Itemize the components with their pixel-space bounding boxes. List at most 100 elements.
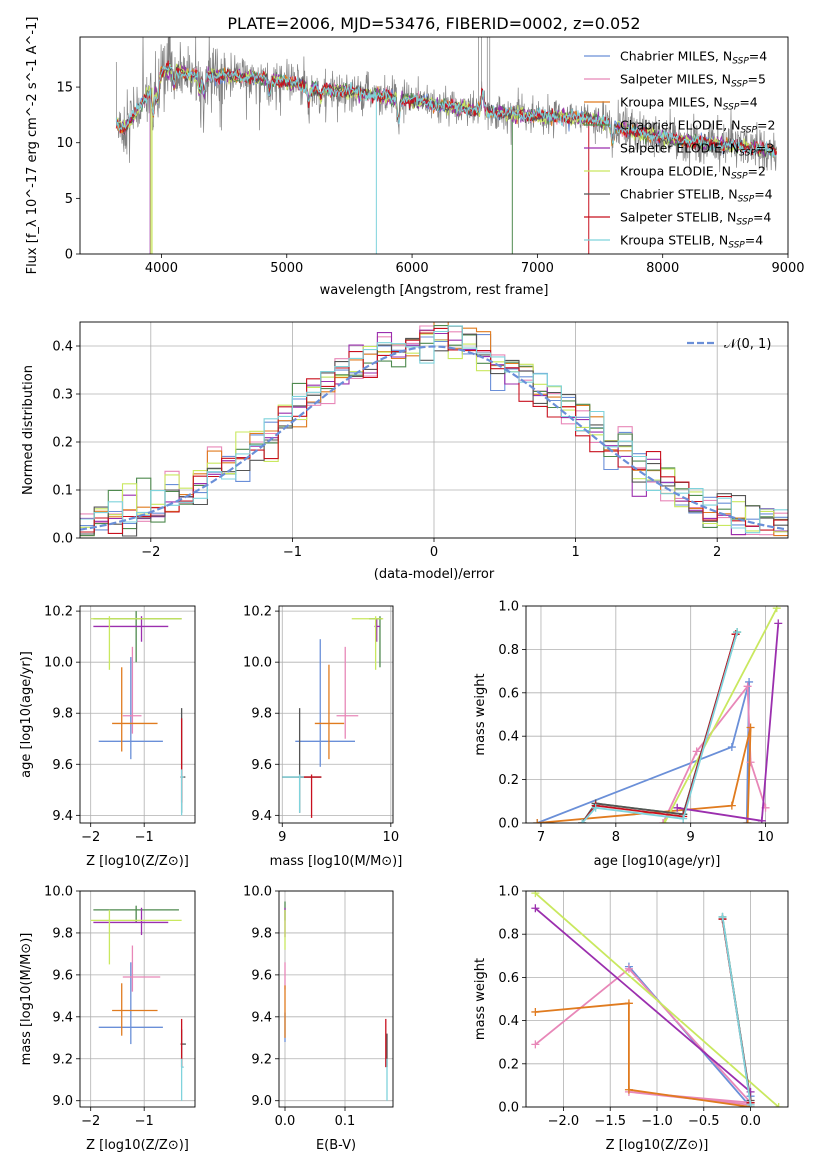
y-tick-label: 9.8 — [251, 926, 272, 941]
x-axis-label: E(B-V) — [316, 1138, 356, 1153]
axes-frame — [525, 605, 789, 824]
weight-marker — [578, 819, 587, 823]
axes-frame — [79, 605, 196, 824]
y-tick-label: 0.0 — [52, 532, 73, 547]
weight-marker — [624, 1085, 633, 1094]
x-axis-label: wavelength [Angstrom, rest frame] — [320, 283, 549, 298]
x-tick-label: 0.0 — [275, 1114, 296, 1129]
legend-entry: Salpeter ELODIE, NSSP=3 — [620, 141, 774, 159]
weight-marker — [774, 619, 783, 628]
x-tick-label: 0.1 — [335, 1114, 356, 1129]
error-bars — [90, 611, 186, 816]
x-axis-label: (data-model)/error — [374, 567, 495, 582]
age_vs_Z-panel: −2 −1 9.4 9.6 9.8 10.0 10.2 Z [log10(Z/Z⊙)] age … — [19, 605, 196, 869]
y-tick-label: 0.6 — [498, 686, 519, 701]
weight_vs_age-panel: 7 8 9 10 0.0 0.2 0.4 0.6 0.8 1.0 age [log10(age/yr… — [473, 600, 789, 869]
weight-marker — [746, 758, 755, 767]
y-tick-label: 0.3 — [52, 388, 73, 403]
weight-line — [581, 633, 737, 823]
x-tick-label: 2 — [713, 545, 721, 560]
y-tick-label: 9.6 — [52, 758, 73, 773]
weight-line — [534, 907, 752, 1093]
axes-frame — [79, 890, 196, 1108]
x-tick-label: 8 — [612, 830, 620, 845]
error-bars — [282, 616, 384, 818]
y-tick-label: 0.4 — [498, 730, 519, 745]
weight-lines — [533, 606, 783, 823]
weight-line — [535, 1002, 751, 1107]
error-bars — [284, 901, 388, 1101]
residuals-panel: −2 −1 0 1 2 0.0 0.1 0.2 0.3 0.4 (data-model)/error… — [21, 321, 789, 582]
y-tick-label: 9.4 — [52, 1010, 73, 1025]
x-tick-label: −1 — [283, 545, 302, 560]
y-axis-label: Normed distribution — [21, 365, 36, 495]
legend-entry: Chabrier MILES, NSSP=4 — [620, 49, 767, 67]
weight-marker — [531, 1007, 540, 1016]
x-tick-label: −1.5 — [594, 1114, 626, 1129]
x-tick-label: −2.0 — [548, 1114, 580, 1129]
legend-entry: Salpeter STELIB, NSSP=4 — [620, 210, 771, 228]
x-axis-label: age [log10(age/yr)] — [594, 854, 721, 869]
axes-frame — [278, 605, 394, 824]
weight-marker — [774, 1103, 783, 1107]
y-tick-label: 9.6 — [251, 968, 272, 983]
y-tick-label: 10.2 — [44, 605, 73, 620]
weight-marker — [591, 803, 600, 812]
weight-marker — [733, 628, 742, 637]
weight-line — [534, 892, 780, 1107]
y-tick-label: 1.0 — [498, 885, 519, 900]
legend-entry: Kroupa STELIB, NSSP=4 — [620, 233, 763, 251]
x-tick-label: −2 — [81, 1114, 100, 1129]
y-tick-label: 0.6 — [498, 971, 519, 986]
x-tick-label: 9 — [278, 830, 286, 845]
axes-frame — [525, 890, 789, 1108]
weight-marker — [743, 682, 752, 691]
y-tick-label: 9.0 — [251, 1094, 272, 1109]
y-tick-label: 10 — [56, 136, 73, 151]
weight_vs_Z-panel: −2.0 −1.5 −1.0 −0.5 0.0 0.0 0.2 0.4 0.6 0.8 1.0 Z [… — [473, 885, 789, 1153]
y-tick-label: 0.0 — [498, 817, 519, 832]
x-tick-label: 7000 — [521, 261, 554, 276]
weight-line — [721, 916, 752, 1105]
y-axis-label: Flux [f_λ 10^-17 erg cm^-2 s^-1 A^-1] — [25, 17, 40, 275]
y-tick-label: 0.2 — [498, 773, 519, 788]
y-tick-label: 9.0 — [52, 1094, 73, 1109]
x-tick-label: 9000 — [771, 261, 804, 276]
y-tick-label: 9.2 — [251, 1052, 272, 1067]
weight-marker — [772, 606, 781, 613]
y-tick-label: 9.2 — [52, 1052, 73, 1067]
weight-line — [536, 681, 750, 823]
weight-marker — [660, 819, 669, 823]
x-tick-label: −0.5 — [688, 1114, 720, 1129]
histograms — [80, 322, 788, 537]
x-tick-label: 10 — [383, 830, 400, 845]
x-tick-label: 4000 — [145, 261, 178, 276]
x-tick-label: 5000 — [270, 261, 303, 276]
weight-line — [581, 633, 737, 823]
axes-frame — [79, 321, 789, 539]
y-tick-label: 15 — [56, 81, 73, 96]
x-axis-label: mass [log10(M/M⊙)] — [270, 854, 403, 869]
y-tick-label: 9.8 — [52, 707, 73, 722]
weight-marker — [533, 819, 542, 823]
model-spectrum — [115, 63, 777, 158]
axes-frame — [278, 890, 394, 1108]
weight-line — [534, 967, 753, 1106]
y-tick-label: 0.1 — [52, 484, 73, 499]
y-tick-label: 9.4 — [251, 1010, 272, 1025]
error-bars — [90, 905, 186, 1101]
spectrum-lines — [115, 37, 777, 254]
x-axis-label: Z [log10(Z/Z⊙)] — [606, 1138, 709, 1153]
weight-line — [677, 623, 780, 822]
x-tick-label: 6000 — [396, 261, 429, 276]
legend-entry: Kroupa MILES, NSSP=4 — [620, 95, 758, 113]
weight-marker — [746, 723, 755, 732]
y-tick-label: 9.6 — [52, 968, 73, 983]
y-tick-label: 9.8 — [52, 926, 73, 941]
x-tick-label: 10 — [757, 830, 774, 845]
age_vs_mass-panel: 9 10 9.4 9.6 9.8 10.0 10.2 mass [log10(M/M⊙)] — [243, 605, 402, 869]
y-tick-label: 10.0 — [44, 885, 73, 900]
weight-marker — [624, 999, 633, 1008]
legend-entry: Kroupa ELODIE, NSSP=2 — [620, 164, 766, 182]
